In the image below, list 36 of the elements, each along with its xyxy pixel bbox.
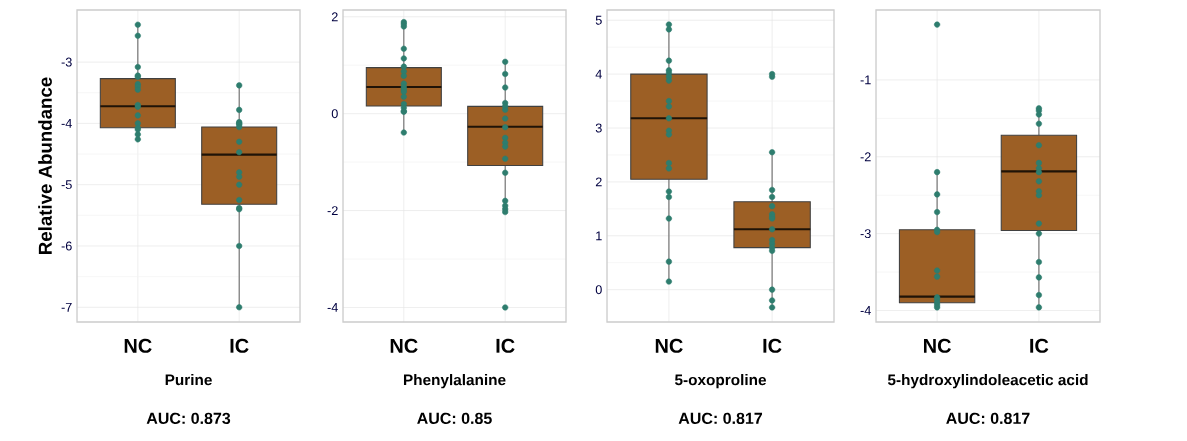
- x-tick-label: NC: [655, 338, 683, 353]
- x-tick-label: IC: [1030, 338, 1049, 353]
- y-tick-label: 3: [595, 123, 602, 133]
- text: AUC: 0.817: [946, 412, 1030, 425]
- x-tick-label: NC: [923, 338, 951, 353]
- x-axis-title: Phenylalanine: [403, 374, 506, 389]
- y-tick-label: 1: [596, 231, 602, 241]
- y-tick-label: -7: [61, 302, 72, 312]
- x-tick-label: NC: [124, 338, 152, 353]
- y-tick-label: 2: [595, 177, 602, 187]
- y-tick-label: -3: [61, 57, 72, 67]
- x-axis-title: 5-hydroxylindoleacetic acid: [887, 374, 1088, 389]
- y-tick-label: -6: [61, 241, 72, 251]
- text: AUC: 0.873: [146, 412, 231, 425]
- y-tick-label: 0: [331, 109, 338, 119]
- x-axis-title: Purine: [165, 374, 212, 386]
- y-tick-label: -4: [860, 306, 871, 315]
- y-tick-label: -1: [860, 75, 871, 85]
- y-tick-label: 0: [595, 285, 602, 295]
- y-tick-label: -4: [327, 303, 338, 312]
- y-tick-label: -2: [327, 206, 338, 215]
- text: AUC: 0.85: [417, 412, 492, 425]
- y-tick-label: -2: [860, 152, 871, 162]
- y-axis-title: Relative Abundance: [38, 77, 52, 254]
- x-tick-label: IC: [763, 338, 782, 353]
- x-tick-label: NC: [390, 338, 418, 353]
- text: AUC: 0.817: [678, 412, 763, 425]
- y-tick-label: -4: [61, 119, 72, 128]
- x-tick-label: IC: [230, 338, 249, 353]
- y-tick-label: 2: [331, 12, 338, 22]
- y-tick-label: 4: [595, 69, 602, 79]
- y-tick-label: -5: [61, 180, 72, 190]
- x-tick-label: IC: [496, 338, 515, 353]
- y-tick-label: -3: [860, 229, 871, 239]
- x-axis-title: 5-oxoproline: [674, 374, 766, 389]
- y-tick-label: 5: [595, 15, 602, 25]
